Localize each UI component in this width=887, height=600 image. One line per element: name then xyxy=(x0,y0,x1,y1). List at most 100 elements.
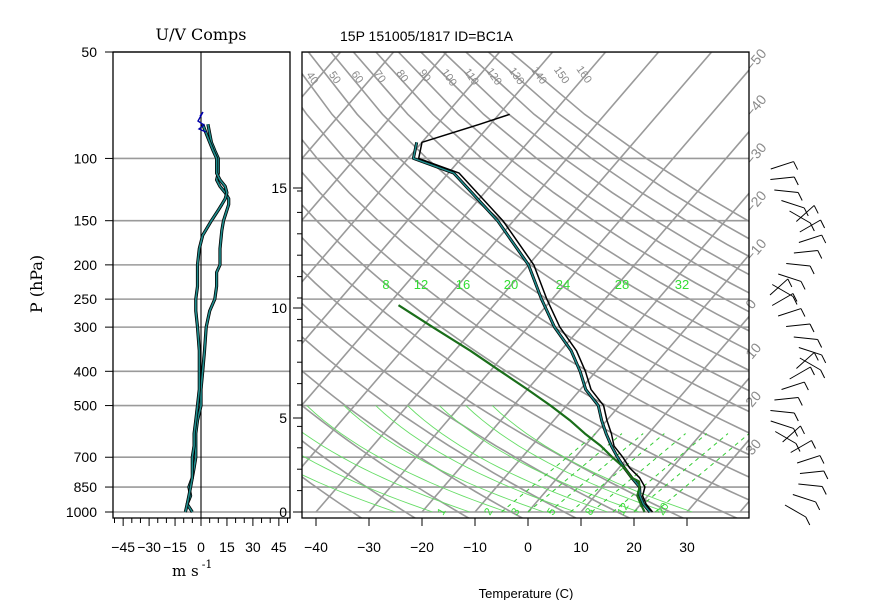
isotherm-label: −50 xyxy=(742,45,770,74)
wind-barb-feather xyxy=(821,234,827,244)
temperature-tick-label: 30 xyxy=(679,539,695,555)
bottom-mixing-label: 5 xyxy=(545,506,558,517)
dewpoint-line xyxy=(412,142,651,513)
dry-adiabat xyxy=(302,72,749,413)
mixing-ratio-line xyxy=(501,433,596,513)
skewt-grid xyxy=(0,52,749,518)
pressure-tick-label: 850 xyxy=(74,479,98,495)
moist-adiabat xyxy=(491,405,693,513)
wind-barb-staff xyxy=(799,357,821,371)
wind-barb-feather xyxy=(810,366,815,376)
wind-barb-feather xyxy=(792,293,798,302)
moist-adiabat xyxy=(302,474,396,513)
wind-barb-feather xyxy=(819,455,825,464)
moist-adiabat xyxy=(375,405,576,513)
dry-adiabat xyxy=(302,475,363,518)
wind-barb-staff xyxy=(781,200,805,209)
wind-barb-staff xyxy=(799,470,824,474)
wind-barb-staff xyxy=(770,410,795,414)
isotherm xyxy=(302,52,448,222)
pressure-tick-label: 1000 xyxy=(66,504,97,520)
temperature-tick-label: −30 xyxy=(357,539,381,555)
pressure-tick-label: 300 xyxy=(74,319,98,335)
moist-adiabat xyxy=(438,405,640,513)
pressure-tick-label: 50 xyxy=(81,44,97,60)
pressure-tick-label: 150 xyxy=(74,213,98,229)
uv-xaxis-label-base: m s xyxy=(172,562,199,580)
temperature-line xyxy=(417,113,654,513)
isotherm xyxy=(527,253,749,513)
temperature-tick-label: 0 xyxy=(524,539,532,555)
temperature-tick-label: 10 xyxy=(573,539,589,555)
pressure-tick-label: 400 xyxy=(74,363,98,379)
bottom-mixing-label: 12 xyxy=(615,501,632,518)
wind-barb-staff xyxy=(774,189,799,194)
isotherm xyxy=(302,52,660,468)
bottom-mixing-label: 8 xyxy=(583,506,596,517)
wind-barb-feather xyxy=(787,278,793,288)
wind-barb-staff xyxy=(799,219,821,233)
bottom-mixing-label: 1 xyxy=(435,506,448,517)
dry-adiabat xyxy=(302,335,578,518)
dry-adiabat xyxy=(302,138,749,456)
theta-label: 130 xyxy=(506,65,526,87)
wind-barb-feather xyxy=(817,250,823,259)
isotherm xyxy=(0,52,129,512)
wind-barb-staff xyxy=(789,366,811,380)
wind-barb-staff xyxy=(786,323,811,327)
wind-barb-feather xyxy=(813,205,819,214)
isotherm-label: 30 xyxy=(742,436,764,458)
wind-barb-staff xyxy=(793,249,818,254)
wind-barb-feather xyxy=(793,161,799,170)
chart-title: 15P 151005/1817 ID=BC1A xyxy=(340,28,514,44)
wind-barb-staff xyxy=(770,161,794,170)
theta-label: 70 xyxy=(371,68,388,85)
theta-label: 60 xyxy=(349,69,366,86)
isotherm xyxy=(474,192,749,513)
wind-barb-feather xyxy=(800,425,805,435)
mixing-ratio-label: 8 xyxy=(382,277,389,292)
dry-adiabat xyxy=(375,52,749,332)
wind-barb-feather xyxy=(811,440,816,449)
mixing-ratio-label: 16 xyxy=(456,277,470,292)
wind-barb-staff xyxy=(778,273,802,282)
uv-frame xyxy=(112,51,291,519)
dry-adiabat xyxy=(302,369,524,518)
dry-adiabat xyxy=(307,52,749,392)
pressure-tick-label: 700 xyxy=(74,449,98,465)
wind-barb-staff xyxy=(793,336,818,341)
bottom-mixing-label: 20 xyxy=(655,501,672,518)
dry-adiabat xyxy=(330,52,749,372)
isotherm-label: −40 xyxy=(742,91,770,120)
mixing-ratio-label: 12 xyxy=(414,277,428,292)
bottom-mixing-label: 2 xyxy=(482,506,495,517)
dry-adiabat xyxy=(302,302,632,518)
isotherm-label: −30 xyxy=(742,139,770,168)
wind-barb-staff xyxy=(796,455,821,464)
wind-barb-staff xyxy=(789,210,811,224)
uv-xaxis-label-exp: -1 xyxy=(202,558,213,571)
dry-adiabat xyxy=(302,269,685,518)
theta-label: 50 xyxy=(326,69,343,86)
wind-barb-feather xyxy=(817,339,823,348)
wind-barb-staff xyxy=(796,352,815,369)
wind-barb-feather xyxy=(823,470,829,480)
height-tick-labels: 0 5 10 15 xyxy=(271,180,302,520)
dry-adiabat xyxy=(420,52,749,294)
wind-barb-staff xyxy=(771,293,794,306)
wind-barb-feather xyxy=(793,176,799,186)
wind-barb-staff xyxy=(770,420,794,429)
moist-adiabat xyxy=(407,405,608,513)
moist-adiabat xyxy=(343,405,545,513)
wind-barb-staff xyxy=(781,381,805,390)
isotherm xyxy=(302,52,554,345)
moist-adiabat xyxy=(302,431,470,513)
temperature-tick-label: −40 xyxy=(304,539,328,555)
temperature-axis-label: Temperature (C) xyxy=(479,586,574,600)
wind-barb-staff xyxy=(798,347,822,356)
wind-barb-staff xyxy=(769,278,789,296)
dry-adiabat xyxy=(302,404,471,518)
mixing-ratio-label: 28 xyxy=(615,277,629,292)
height-tick-label: 5 xyxy=(279,410,287,426)
skewt-series xyxy=(397,113,654,513)
